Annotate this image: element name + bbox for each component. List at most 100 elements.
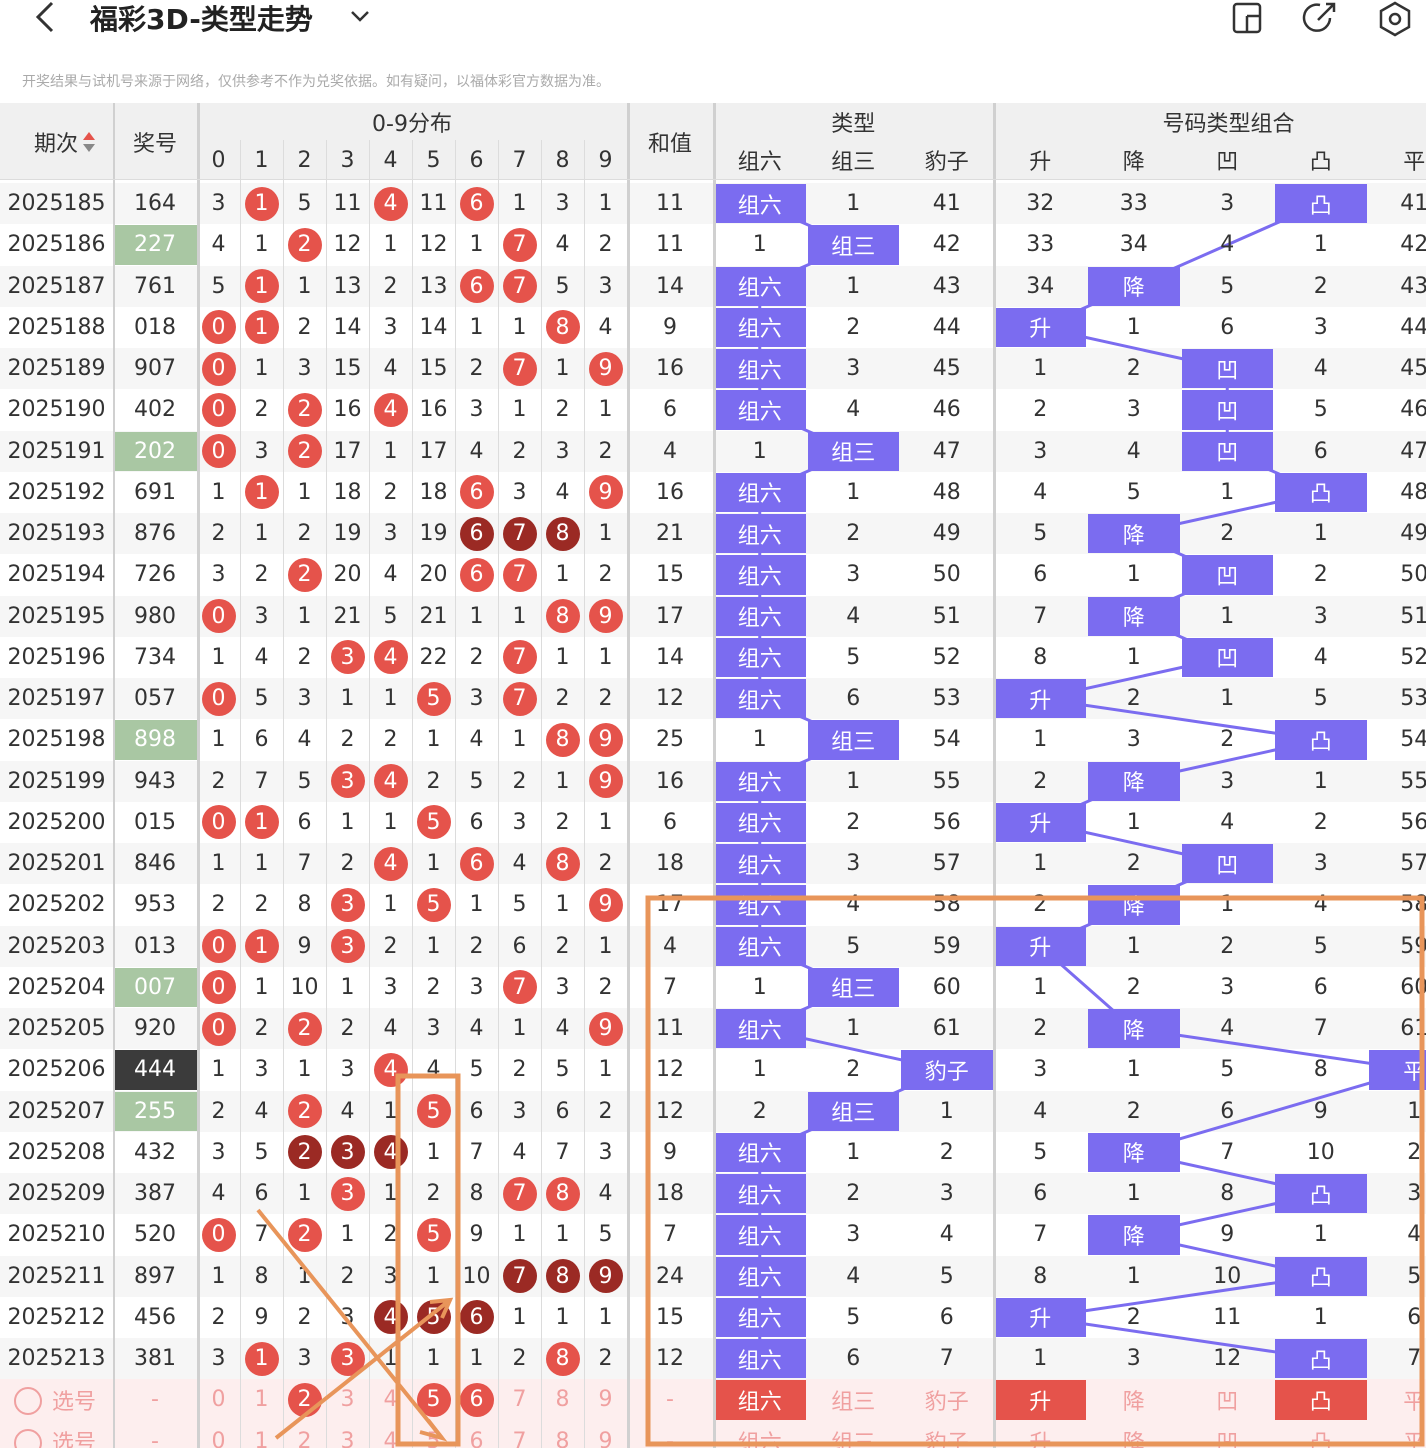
select-ball[interactable]: 2 xyxy=(283,1379,326,1420)
period: 2025209 xyxy=(7,1181,106,1207)
select-type[interactable]: 平 xyxy=(1403,1431,1426,1448)
select-type[interactable]: 豹子 xyxy=(924,1389,969,1415)
type-cell: 52 xyxy=(932,644,961,670)
select-type[interactable]: 凸 xyxy=(1275,1380,1367,1420)
select-radio[interactable] xyxy=(14,1428,42,1448)
settings-icon[interactable] xyxy=(1376,0,1414,38)
combo-cell: 9 xyxy=(1313,1098,1328,1124)
dist-cell: 21 xyxy=(412,596,455,637)
dist-cell: 9 xyxy=(584,761,627,802)
dist-cell: 6 xyxy=(240,1173,283,1214)
select-ball[interactable]: 3 xyxy=(326,1379,369,1420)
select-type[interactable]: 降 xyxy=(1122,1431,1145,1448)
miss-count: 14 xyxy=(333,314,362,340)
dist-cell: 3 xyxy=(584,266,627,307)
miss-count: 3 xyxy=(598,1139,613,1165)
cell-divider xyxy=(326,140,327,1448)
select-ball[interactable]: 3 xyxy=(326,1421,369,1448)
dist-cell: 7 xyxy=(541,1132,584,1173)
dist-cell: 2 xyxy=(584,554,627,595)
header-cell: 8 xyxy=(541,140,584,180)
combo-cell: 44 xyxy=(1400,314,1426,340)
select-ball[interactable]: 9 xyxy=(584,1379,627,1420)
type-cell: 4 xyxy=(846,1263,861,1289)
select-type[interactable]: 平 xyxy=(1403,1389,1426,1415)
hit-ball: 2 xyxy=(287,1217,322,1252)
select-radio[interactable] xyxy=(14,1387,42,1416)
period: 2025194 xyxy=(7,562,106,588)
combo-cell: 7 xyxy=(1313,1016,1328,1042)
select-ball[interactable]: 0 xyxy=(197,1421,240,1448)
combo-cell: 11 xyxy=(1213,1304,1242,1330)
sort-icon[interactable] xyxy=(82,129,96,155)
select-type[interactable]: 降 xyxy=(1122,1389,1145,1415)
cell-divider xyxy=(455,140,456,1448)
combo-cell: 1 xyxy=(1407,1098,1422,1124)
header-cell[interactable]: 期次 xyxy=(0,103,113,180)
back-button[interactable] xyxy=(30,0,60,36)
select-type[interactable]: 组六 xyxy=(737,1431,782,1448)
share-icon[interactable] xyxy=(1302,0,1338,36)
select-ball[interactable]: 6 xyxy=(455,1421,498,1448)
miss-count: 4 xyxy=(555,479,570,505)
select-type[interactable]: 凹 xyxy=(1216,1431,1239,1448)
select-label[interactable]: 选号 xyxy=(0,1421,113,1448)
title-dropdown[interactable] xyxy=(348,6,372,26)
miss-count: 9 xyxy=(469,1222,484,1248)
select-ball[interactable]: 2 xyxy=(283,1421,326,1448)
layout-icon[interactable] xyxy=(1230,0,1266,36)
ball-label: 3 xyxy=(340,1387,355,1413)
hit-ball: 2 xyxy=(287,227,322,262)
select-type[interactable]: 凸 xyxy=(1309,1431,1332,1448)
dist-cell: 4 xyxy=(197,1173,240,1214)
combo-cell: 2 xyxy=(1126,974,1141,1000)
type-cell: 组三 xyxy=(807,431,899,471)
select-ball[interactable]: 4 xyxy=(369,1379,412,1420)
select-type[interactable]: 组三 xyxy=(831,1389,876,1415)
type-cell: 组六 xyxy=(714,1132,806,1172)
dist-cell: 2 xyxy=(326,843,369,884)
type-cell: 49 xyxy=(932,521,961,547)
type-cell: 组六 xyxy=(714,596,806,636)
select-type[interactable]: 豹子 xyxy=(924,1431,969,1448)
select-type[interactable]: 组三 xyxy=(831,1431,876,1448)
select-ball[interactable]: 0 xyxy=(197,1379,240,1420)
select-ball[interactable]: 4 xyxy=(369,1421,412,1448)
combo-cell: 凸 xyxy=(1275,184,1367,224)
dist-cell: 7 xyxy=(455,1132,498,1173)
combo-cell: 53 xyxy=(1400,686,1426,712)
select-ball[interactable]: 9 xyxy=(584,1421,627,1448)
select-ball[interactable]: 1 xyxy=(240,1379,283,1420)
select-ball[interactable]: 5 xyxy=(412,1379,455,1420)
dist-cell: 3 xyxy=(326,1338,369,1379)
select-label[interactable]: 选号 xyxy=(0,1379,113,1420)
select-ball[interactable]: 5 xyxy=(412,1421,455,1448)
select-ball[interactable]: 8 xyxy=(541,1379,584,1420)
combo-cell: 60 xyxy=(1400,974,1426,1000)
select-type[interactable]: 凹 xyxy=(1216,1389,1239,1415)
hit-ball: 0 xyxy=(201,599,236,634)
header-cell: 组六 xyxy=(713,140,807,180)
type-cell: 4 xyxy=(846,892,861,918)
hit-ball: 5 xyxy=(416,681,451,716)
select-ball[interactable]: 6 xyxy=(455,1379,498,1420)
select-type[interactable]: 升 xyxy=(1029,1431,1052,1448)
select-ball[interactable]: 8 xyxy=(541,1421,584,1448)
miss-count: 1 xyxy=(383,686,398,712)
sum: 9 xyxy=(663,314,677,340)
dist-cell: 5 xyxy=(283,761,326,802)
dist-cell: 1 xyxy=(455,307,498,348)
type-cell: 1 xyxy=(846,1139,861,1165)
dist-cell: 7 xyxy=(283,843,326,884)
draw-number: 898 xyxy=(113,720,197,760)
select-type[interactable]: 升 xyxy=(994,1380,1086,1420)
select-ball[interactable]: 7 xyxy=(498,1379,541,1420)
hit-ball: 7 xyxy=(502,557,537,592)
miss-count: 3 xyxy=(555,191,570,217)
select-type[interactable]: 组六 xyxy=(714,1380,806,1420)
hit-ball: 2 xyxy=(287,1094,322,1129)
select-ball[interactable]: 1 xyxy=(240,1421,283,1448)
type-cell: 6 xyxy=(846,686,861,712)
draw-number: 456 xyxy=(134,1304,176,1330)
select-ball[interactable]: 7 xyxy=(498,1421,541,1448)
